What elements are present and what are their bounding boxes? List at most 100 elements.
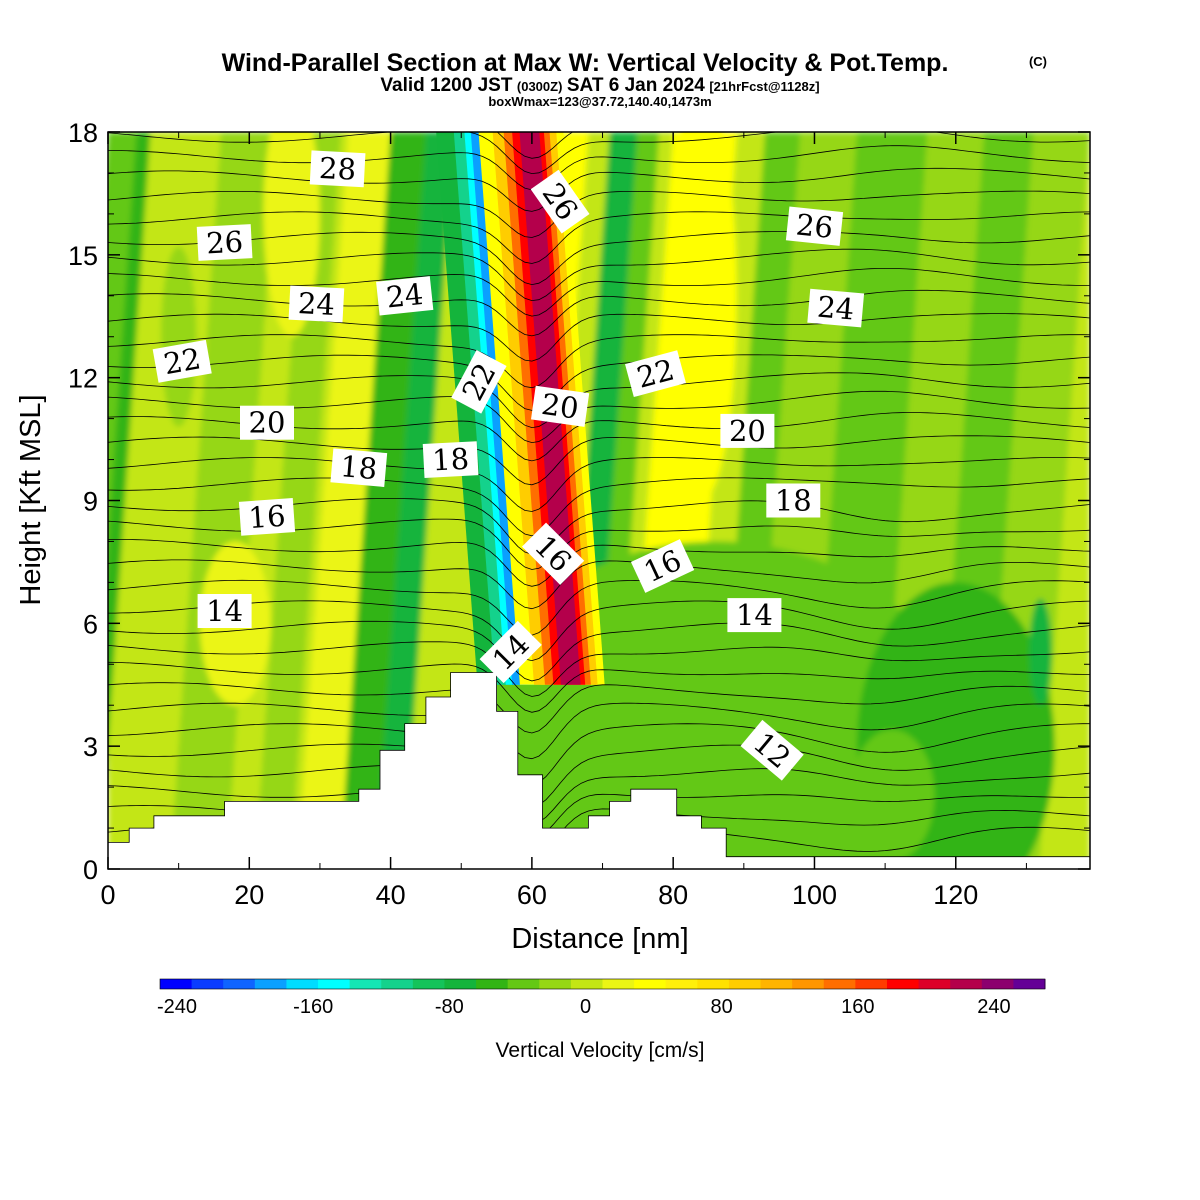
chart-title: Wind-Parallel Section at Max W: Vertical… [222, 49, 949, 77]
chart-subtitle: Valid 1200 JST (0300Z) SAT 6 Jan 2024 [2… [380, 75, 819, 96]
axes: 0 20 40 60 80 100 120 0 3 6 9 12 15 18 [68, 118, 1090, 910]
theta-contour [108, 682, 1090, 734]
velocity-band [108, 132, 151, 747]
colorbar-swatch [412, 979, 445, 989]
valid-date: SAT 6 Jan 2024 [567, 75, 705, 96]
contour-label: 14 [197, 594, 252, 628]
velocity-band [120, 132, 222, 869]
contour-label-box [309, 150, 366, 188]
theta-contour [108, 579, 1090, 636]
colorbar: -240 -160 -80 0 80 160 240 [157, 978, 1046, 1018]
x-tick-label: 80 [658, 880, 688, 910]
copyright-mark: (C) [1029, 54, 1047, 69]
colorbar-swatch [855, 979, 888, 989]
contour-label-text: 22 [161, 341, 203, 381]
contour-label-box [766, 483, 821, 518]
contour-label: 16 [238, 498, 296, 536]
theta-contour [108, 313, 1090, 362]
theta-contour [108, 539, 1090, 587]
colorbar-swatch [918, 979, 951, 989]
contour-label: 20 [530, 385, 590, 427]
x-tick-label: 20 [234, 880, 264, 910]
colorbar-swatch [634, 979, 667, 989]
colorbar-swatch [349, 979, 382, 989]
contour-label-text: 20 [729, 414, 766, 448]
contour-label-box [240, 405, 294, 440]
colorbar-swatch [191, 979, 224, 989]
contour-label-box [785, 206, 844, 246]
contour-label: 24 [376, 276, 434, 316]
theta-contour [108, 167, 1090, 212]
colorbar-swatch [728, 979, 762, 989]
velocity-band [170, 132, 278, 869]
contour-label: 26 [196, 224, 253, 261]
contour-label-text: 16 [247, 499, 286, 535]
colorbar-tick-label: 160 [841, 996, 874, 1018]
colorbar-label: Vertical Velocity [cm/s] [496, 1039, 705, 1062]
x-axis-label: Distance [nm] [511, 923, 688, 955]
contour-label-box [238, 498, 296, 536]
contour-label-box [197, 594, 252, 628]
y-tick-label: 12 [68, 364, 98, 394]
contour-label-text: 24 [385, 277, 425, 315]
velocity-band [108, 132, 137, 542]
colorbar-swatch [160, 979, 193, 989]
theta-contour [108, 190, 1090, 238]
theta-contour [108, 620, 1090, 682]
theta-contour [108, 457, 1090, 512]
velocity-band [339, 132, 426, 869]
colorbar-tick-label: 0 [580, 996, 591, 1018]
colorbar-swatch [381, 979, 414, 989]
contour-label-box [720, 413, 775, 448]
colorbar-tick-label: -160 [293, 996, 333, 1018]
y-tick-label: 6 [83, 609, 98, 639]
contour-label-box [288, 285, 345, 323]
contour-label-box [376, 276, 434, 316]
contour-label-box [521, 522, 585, 585]
contour-label-box [530, 385, 590, 427]
contour-label: 20 [720, 413, 775, 448]
contour-label-box [625, 350, 686, 398]
theta-contour [108, 661, 1090, 713]
contour-label: 24 [807, 288, 865, 328]
velocity-band [297, 132, 391, 869]
theta-contour [108, 268, 1090, 317]
colorbar-swatch [318, 979, 351, 989]
theta-contour [108, 289, 1090, 337]
colorbar-swatch [444, 979, 477, 989]
x-tick-label: 100 [792, 880, 837, 910]
y-tick-label: 3 [83, 732, 98, 762]
contour-label: 20 [240, 405, 294, 440]
valid-utc: (0300Z) [517, 79, 563, 94]
y-tick-label: 15 [68, 241, 98, 271]
colorbar-swatch [886, 979, 920, 989]
y-tick-label: 18 [68, 118, 98, 148]
x-tick-label: 60 [517, 880, 547, 910]
contour-label-box [740, 719, 804, 781]
colorbar-frame [159, 978, 1046, 990]
theta-contour [108, 132, 1090, 175]
colorbar-tick-label: -240 [157, 996, 197, 1018]
colorbar-swatch [507, 979, 540, 989]
contour-label: 18 [422, 441, 479, 478]
contour-label: 18 [330, 448, 388, 487]
valid-prefix: Valid 1200 JST [380, 75, 512, 96]
contour-label: 14 [727, 598, 782, 633]
contour-label: 26 [785, 206, 844, 246]
theta-contour [108, 723, 1090, 786]
contour-label-box [807, 288, 865, 328]
colorbar-tick-label: 80 [710, 996, 732, 1018]
colorbar-swatch [602, 979, 635, 989]
contour-label-box [727, 598, 782, 633]
velocity-patch [849, 729, 935, 861]
theta-contour [108, 248, 1090, 302]
colorbar-swatch [981, 979, 1014, 989]
contour-label-box [451, 349, 507, 414]
box-wmax-info: boxWmax=123@37.72,140.40,1473m [488, 94, 711, 109]
theta-contour [108, 743, 1090, 808]
theta-contour [108, 372, 1090, 429]
theta-contour [108, 702, 1090, 760]
contour-label-text: 14 [206, 594, 243, 628]
